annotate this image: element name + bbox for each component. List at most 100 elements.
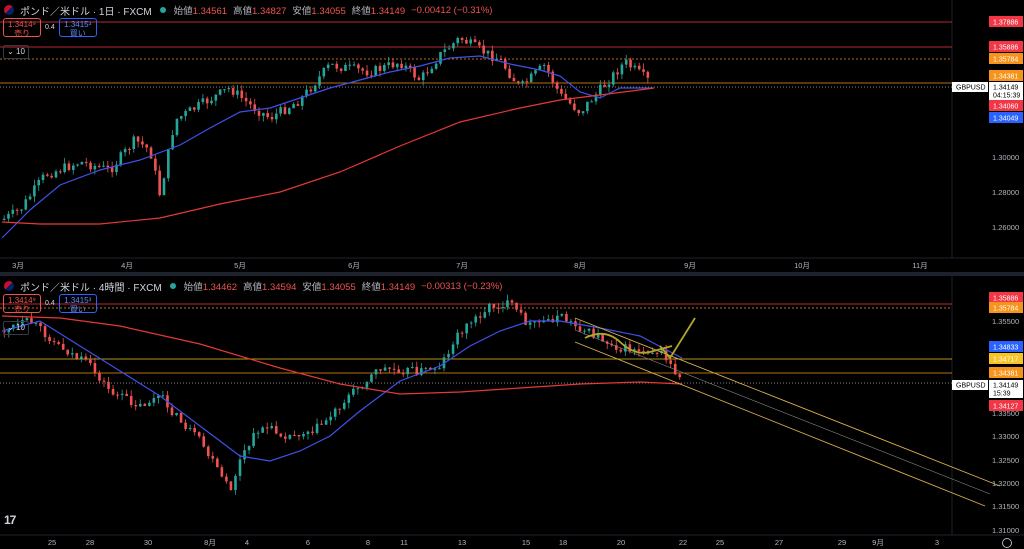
- candle[interactable]: [84, 162, 88, 164]
- candle[interactable]: [378, 65, 382, 71]
- candle[interactable]: [392, 368, 396, 370]
- candle[interactable]: [16, 323, 20, 325]
- candle[interactable]: [361, 68, 365, 71]
- candle[interactable]: [197, 101, 200, 110]
- candle[interactable]: [506, 300, 509, 308]
- channel-mid-line[interactable]: [574, 329, 991, 495]
- candle[interactable]: [624, 59, 628, 65]
- candle[interactable]: [357, 64, 360, 69]
- candle[interactable]: [175, 118, 179, 136]
- candle[interactable]: [388, 367, 391, 369]
- candle[interactable]: [542, 64, 546, 66]
- candle[interactable]: [529, 73, 533, 82]
- channel-lower-line[interactable]: [574, 341, 986, 507]
- candle[interactable]: [456, 37, 460, 44]
- candle[interactable]: [134, 405, 138, 407]
- candle[interactable]: [266, 113, 269, 118]
- candle[interactable]: [383, 64, 386, 71]
- candle[interactable]: [342, 402, 346, 409]
- candle[interactable]: [54, 171, 58, 178]
- candle[interactable]: [34, 322, 38, 324]
- candle[interactable]: [519, 309, 523, 313]
- candle[interactable]: [607, 84, 611, 87]
- candle[interactable]: [59, 171, 62, 173]
- candle[interactable]: [633, 349, 636, 352]
- candle[interactable]: [492, 303, 496, 308]
- candle[interactable]: [556, 315, 559, 323]
- candle[interactable]: [339, 68, 343, 71]
- candle[interactable]: [387, 62, 390, 65]
- candle[interactable]: [148, 402, 151, 406]
- candle[interactable]: [383, 367, 387, 371]
- candle[interactable]: [283, 107, 287, 114]
- candle[interactable]: [292, 104, 295, 109]
- candle[interactable]: [97, 165, 101, 167]
- candle[interactable]: [67, 163, 71, 170]
- candle[interactable]: [564, 93, 568, 100]
- candle[interactable]: [590, 101, 593, 103]
- candle[interactable]: [111, 388, 115, 395]
- daily-buy-button[interactable]: 1.3415³ 買い: [58, 18, 97, 38]
- candle[interactable]: [41, 174, 45, 180]
- candle[interactable]: [619, 349, 623, 352]
- candle[interactable]: [50, 175, 53, 178]
- candle[interactable]: [429, 367, 432, 370]
- candle[interactable]: [39, 322, 42, 327]
- candle[interactable]: [460, 37, 464, 40]
- candle[interactable]: [469, 39, 473, 44]
- candle[interactable]: [438, 368, 441, 370]
- candle[interactable]: [577, 110, 581, 114]
- candle[interactable]: [434, 63, 438, 69]
- candle[interactable]: [426, 72, 429, 74]
- candle[interactable]: [175, 412, 178, 416]
- candle[interactable]: [515, 302, 518, 310]
- daily-chart-canvas[interactable]: 1.30000 1.28000 1.26000 1.37886 1.35886 1.357…: [0, 0, 1024, 272]
- candle[interactable]: [257, 110, 261, 116]
- candle[interactable]: [551, 71, 555, 83]
- candle[interactable]: [247, 446, 251, 451]
- candle[interactable]: [352, 388, 355, 395]
- candle[interactable]: [424, 367, 428, 369]
- candle[interactable]: [231, 88, 235, 95]
- candle[interactable]: [356, 388, 360, 390]
- candle[interactable]: [560, 313, 564, 316]
- candle[interactable]: [320, 423, 323, 425]
- candle[interactable]: [15, 209, 19, 211]
- h4-chart-pane[interactable]: 1.355001.345001.335001.330001.325001.320…: [0, 276, 1024, 549]
- candle[interactable]: [229, 481, 233, 491]
- candle[interactable]: [2, 331, 6, 333]
- candle[interactable]: [11, 209, 15, 214]
- candle[interactable]: [205, 98, 209, 104]
- candle[interactable]: [25, 318, 29, 321]
- candle[interactable]: [348, 64, 352, 66]
- candle[interactable]: [413, 67, 416, 78]
- candle[interactable]: [655, 352, 659, 354]
- candle[interactable]: [154, 158, 157, 171]
- candle[interactable]: [20, 209, 23, 211]
- h4-indicator-toggle[interactable]: ⌄ 10: [3, 321, 29, 335]
- candle[interactable]: [125, 393, 128, 397]
- chart-settings-gear-icon[interactable]: [1002, 538, 1012, 548]
- candle[interactable]: [568, 99, 572, 104]
- candle[interactable]: [465, 323, 468, 334]
- candle[interactable]: [261, 427, 264, 433]
- candle[interactable]: [123, 149, 127, 153]
- candle[interactable]: [560, 88, 563, 94]
- candle[interactable]: [302, 434, 305, 437]
- candle[interactable]: [236, 90, 239, 95]
- candle[interactable]: [57, 342, 60, 344]
- candle[interactable]: [249, 101, 252, 105]
- candle[interactable]: [244, 97, 248, 102]
- candle[interactable]: [80, 162, 84, 165]
- candle[interactable]: [508, 68, 511, 78]
- candle[interactable]: [521, 81, 524, 83]
- candle[interactable]: [171, 135, 174, 150]
- candle[interactable]: [614, 345, 618, 350]
- candle[interactable]: [499, 59, 503, 61]
- candle[interactable]: [75, 353, 79, 359]
- candle[interactable]: [447, 48, 451, 50]
- h4-symbol-title[interactable]: ポンド／米ドル · 4時間 · FXCM: [20, 282, 162, 294]
- candle[interactable]: [220, 467, 224, 477]
- candle[interactable]: [116, 394, 119, 396]
- candle[interactable]: [673, 363, 677, 375]
